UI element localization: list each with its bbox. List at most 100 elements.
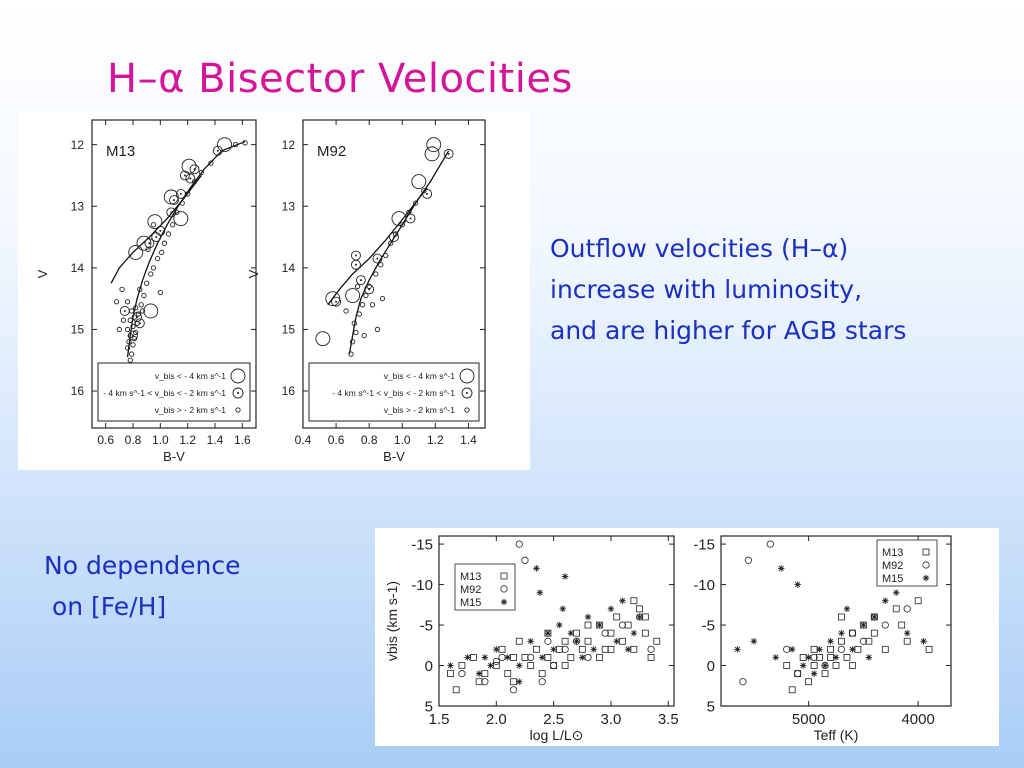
m15-marker (556, 621, 563, 629)
star-point (128, 330, 138, 341)
m15-marker (750, 638, 758, 645)
m92-marker (584, 653, 592, 662)
legend-marker (459, 368, 475, 384)
nodep-line-1: No dependence (44, 551, 241, 580)
star-point (119, 306, 130, 316)
star-point-dot (173, 199, 175, 202)
m92-marker (601, 629, 609, 637)
star-point (124, 326, 131, 333)
x-tick-label: 2.5 (543, 711, 564, 728)
x-axis-label: B-V (383, 449, 405, 464)
m13-marker (827, 645, 834, 653)
m92-marker (903, 605, 911, 613)
y-tick-label: 5 (425, 698, 433, 715)
star-point (161, 240, 168, 246)
star-point (139, 308, 146, 314)
m15-marker (475, 670, 483, 677)
star-point (217, 137, 233, 153)
y-axis-label: vbis (km s-1) (384, 581, 400, 661)
m15-marker (487, 662, 494, 669)
x-tick-label: 1.0 (152, 433, 169, 447)
plot-frame (302, 119, 486, 429)
m15-marker (500, 598, 508, 606)
m13-marker (865, 637, 873, 645)
m13-marker (555, 645, 563, 653)
star-point (198, 169, 204, 176)
m92-marker (515, 540, 523, 548)
m15-marker (596, 621, 603, 629)
legend-marker-dot (466, 392, 468, 394)
star-point (363, 292, 369, 299)
m15-marker (799, 662, 807, 669)
m92-marker (500, 585, 508, 593)
star-point (379, 295, 386, 302)
m13-marker (630, 645, 638, 653)
m92-marker (859, 637, 867, 645)
star-point (443, 148, 454, 159)
star-point (151, 232, 162, 242)
m15-marker (447, 662, 454, 669)
m15-marker (464, 654, 471, 661)
star-point (163, 189, 179, 205)
y-tick-label: 15 (282, 323, 296, 337)
y-tick-label: 12 (282, 138, 296, 152)
m13-marker (469, 654, 477, 661)
star-point-dot (155, 236, 158, 239)
star-point (421, 188, 427, 194)
m13-marker (647, 654, 655, 661)
star-point-dot (136, 316, 139, 319)
star-point (130, 323, 136, 330)
m15-marker (922, 574, 930, 582)
y-tick-label: 16 (282, 384, 296, 398)
m15-marker (481, 654, 489, 661)
m13-marker (799, 654, 807, 661)
legend-label: - 4 km s^-1 < v_bis < - 2 km s^-1 (332, 388, 455, 398)
m13-marker (607, 645, 615, 653)
m13-marker (641, 629, 649, 637)
star-point (120, 317, 127, 323)
star-point (166, 207, 177, 218)
m13-marker (881, 645, 889, 653)
star-point (383, 252, 389, 259)
outflow-statement: Outflow velocities (H–α) increase with l… (550, 228, 906, 351)
y-tick-label: 0 (425, 658, 433, 675)
star-point (159, 249, 165, 256)
m15-marker (493, 646, 500, 653)
legend-label: M92 (882, 560, 903, 572)
bisector-velocity-charts: 1.5 2.0 2.5 3.0 3.5 -15 -10 -5 0 5 log L/L⊙ vbis (k… (384, 535, 952, 743)
star-point (391, 211, 407, 227)
m13-marker (843, 654, 851, 661)
legend-marker-dot (237, 392, 239, 394)
y-tick-label: -15 (693, 536, 715, 553)
m15-marker (573, 638, 580, 645)
m15-marker (849, 646, 856, 653)
star-point-dot (183, 174, 186, 177)
star-point (132, 312, 143, 323)
star-point-dot (123, 309, 126, 312)
star-point (128, 308, 135, 314)
legend-marker (464, 407, 470, 413)
star-point (130, 342, 136, 348)
y-tick-label: -5 (702, 617, 715, 634)
m13-marker (578, 645, 586, 653)
m15-marker (832, 654, 840, 661)
star-point (144, 280, 150, 286)
star-point (361, 332, 367, 339)
y-tick-label: -10 (693, 577, 715, 594)
y-tick-label: 0 (707, 658, 715, 675)
star-point (399, 222, 405, 228)
m15-marker (821, 662, 829, 669)
m13-marker (914, 597, 922, 605)
x-tick-label: 1.4 (460, 433, 477, 447)
x-tick-label: 0.6 (97, 433, 114, 447)
m13-marker (810, 662, 818, 669)
star-point-dot (148, 242, 151, 245)
star-point-dot (179, 192, 182, 195)
m13-marker (504, 670, 512, 678)
m15-marker (559, 605, 567, 613)
m15-marker (504, 654, 511, 661)
m15-marker (871, 613, 878, 621)
star-point (169, 195, 179, 206)
star-point (369, 302, 376, 308)
star-point (147, 214, 163, 230)
